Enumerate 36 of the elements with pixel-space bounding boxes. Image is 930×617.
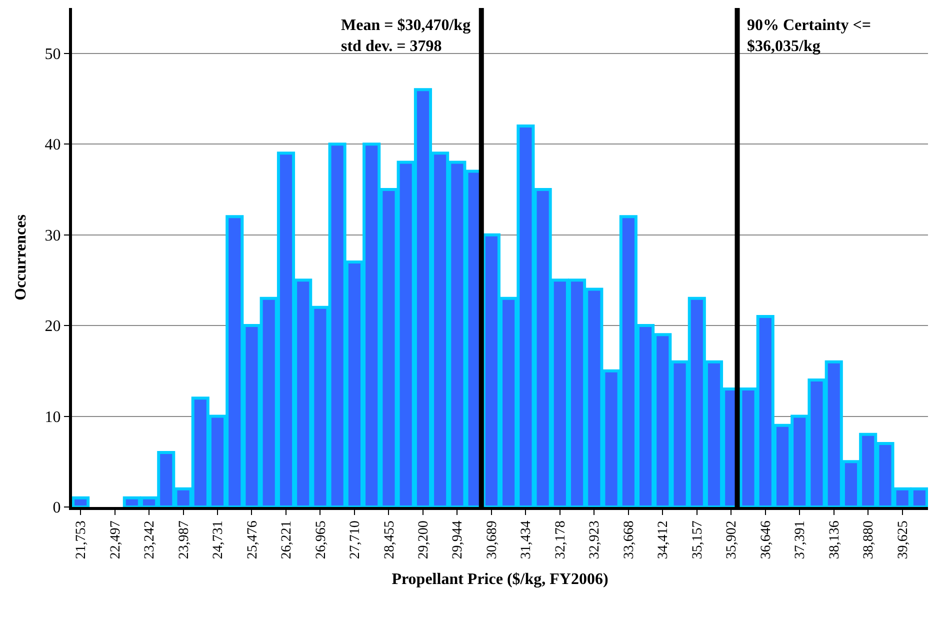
x-tick-label: 36,646 <box>758 520 774 560</box>
ref-line-label: 90% Certainty <= $36,035/kg <box>747 17 871 55</box>
x-tick-label: 24,731 <box>211 520 226 560</box>
x-tick-label: 30,689 <box>485 520 500 560</box>
x-tick-label: 32,178 <box>553 520 568 560</box>
y-tick-label: 20 <box>44 318 61 336</box>
x-tick-label: 26,221 <box>280 520 295 560</box>
bar <box>72 496 90 507</box>
x-tick-label: 32,923 <box>588 520 603 560</box>
x-tick-label: 35,157 <box>690 520 706 560</box>
x-tick-label: 26,965 <box>314 520 329 560</box>
x-tick-label: 34,412 <box>656 520 672 560</box>
x-tick-label: 28,455 <box>382 520 398 560</box>
y-tick-label: 40 <box>44 136 61 154</box>
x-tick-label: 33,668 <box>622 520 637 560</box>
x-tick-label: 37,391 <box>793 520 808 560</box>
x-tick-label: 29,200 <box>416 520 432 560</box>
x-tick-label: 21,753 <box>74 520 90 560</box>
y-tick-label: 10 <box>44 408 61 426</box>
x-tick-label: 25,476 <box>245 520 260 560</box>
x-tick-label: 22,497 <box>108 520 124 560</box>
y-axis-title: Occurrences <box>12 214 30 300</box>
x-tick-label: 38,136 <box>827 520 842 560</box>
x-tick-label: 23,242 <box>142 520 158 560</box>
x-tick-label: 27,710 <box>348 520 364 560</box>
y-tick-label: 50 <box>44 46 61 63</box>
x-tick-label: 39,625 <box>896 520 911 560</box>
x-tick-label: 38,880 <box>862 520 877 560</box>
x-tick-label: 31,434 <box>519 520 534 560</box>
x-tick-label: 29,944 <box>450 520 466 560</box>
x-tick-label: 23,987 <box>176 520 192 560</box>
x-tick-label: 35,902 <box>724 520 740 560</box>
x-axis-title: Propellant Price ($/kg, FY2006) <box>392 570 608 588</box>
y-tick-label: 30 <box>44 227 61 244</box>
y-tick-label: 0 <box>52 500 61 517</box>
ref-line-label: Mean = $30,470/kg std dev. = 3798 <box>341 17 471 55</box>
